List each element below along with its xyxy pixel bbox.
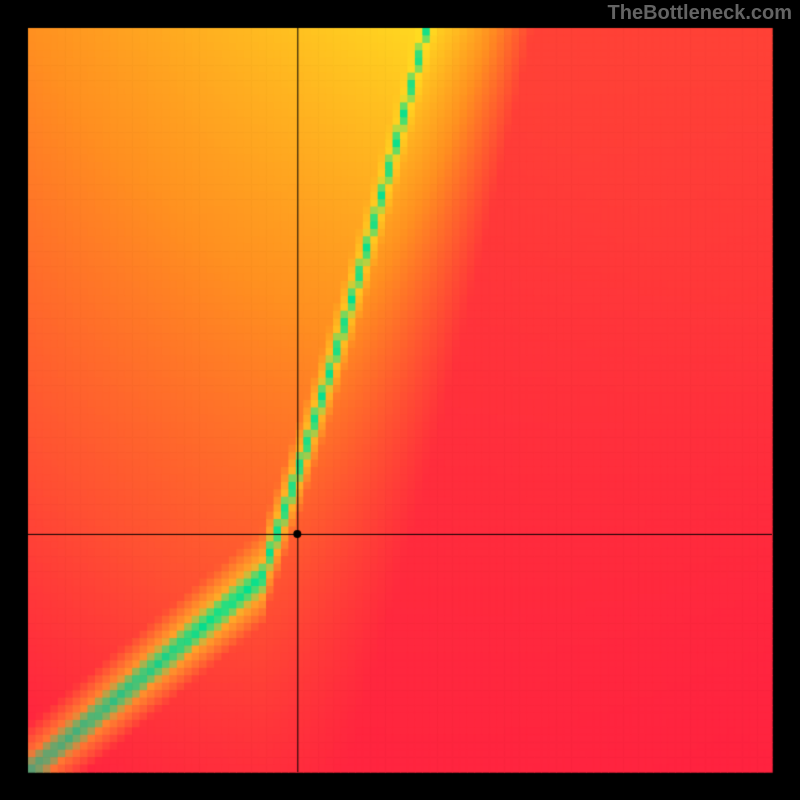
chart-container: TheBottleneck.com xyxy=(0,0,800,800)
heatmap-canvas xyxy=(0,0,800,800)
watermark-text: TheBottleneck.com xyxy=(608,2,792,25)
